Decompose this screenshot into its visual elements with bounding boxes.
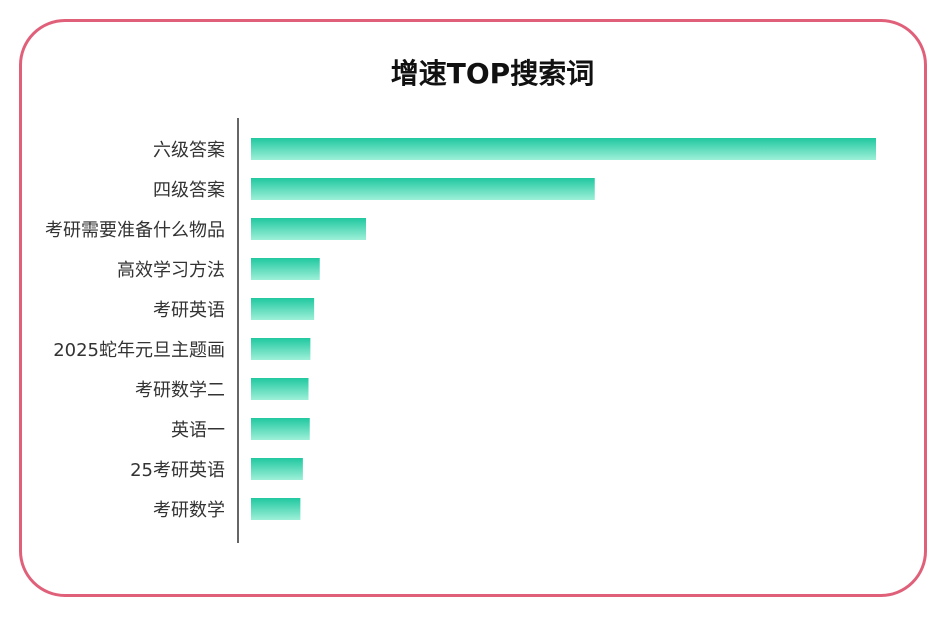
bar-7 — [251, 378, 309, 400]
bar-3 — [251, 218, 366, 240]
bar-6 — [251, 338, 311, 360]
category-label-8: 英语一 — [171, 420, 225, 441]
bars-group — [251, 138, 876, 520]
bar-10 — [251, 498, 301, 520]
bar-5 — [251, 298, 315, 320]
category-label-3: 考研需要准备什么物品 — [45, 220, 225, 241]
bar-1 — [251, 138, 876, 160]
category-label-6: 2025蛇年元旦主题画 — [53, 340, 225, 361]
category-label-10: 考研数学 — [153, 500, 225, 521]
bar-4 — [251, 258, 320, 280]
bar-2 — [251, 178, 595, 200]
chart-card — [19, 19, 927, 597]
category-label-2: 四级答案 — [153, 180, 225, 201]
category-label-1: 六级答案 — [153, 140, 225, 161]
category-label-4: 高效学习方法 — [117, 260, 225, 281]
category-label-5: 考研英语 — [153, 300, 225, 321]
bar-9 — [251, 458, 303, 480]
chart-title: 增速TOP搜索词 — [390, 57, 595, 90]
category-label-7: 考研数学二 — [135, 380, 225, 401]
category-label-9: 25考研英语 — [130, 460, 225, 481]
bar-8 — [251, 418, 310, 440]
